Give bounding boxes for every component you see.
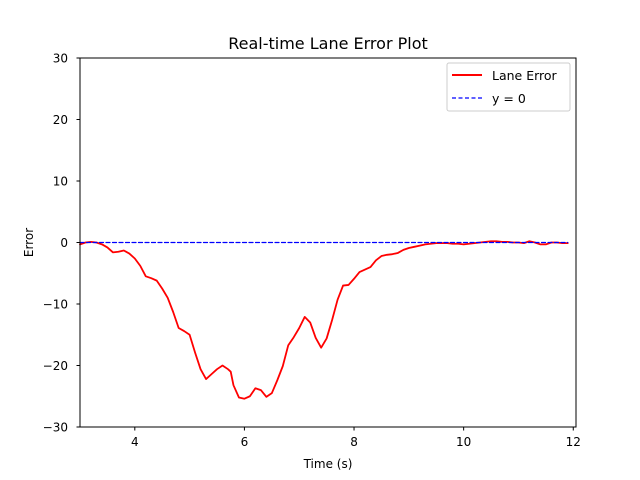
series-layer	[79, 240, 569, 400]
x-tick-label-4: 12	[566, 435, 581, 449]
y-tick-label-1: −20	[43, 359, 68, 373]
series-line-lane-error	[79, 240, 569, 400]
x-tick-label-1: 6	[241, 435, 249, 449]
x-axis-label: Time (s)	[303, 457, 353, 471]
x-tick-label-2: 8	[350, 435, 358, 449]
legend: Lane Error y = 0	[446, 62, 571, 112]
y-tick-label-6: 30	[53, 52, 68, 66]
y-tick-label-0: −30	[43, 421, 68, 435]
legend-baseline-label: y = 0	[492, 91, 526, 106]
y-axis-label: Error	[22, 228, 36, 257]
x-tick-label-0: 4	[131, 435, 139, 449]
y-tick-label-4: 10	[53, 175, 68, 189]
y-axis-ticks: −30 −20 −10 0 10 20 30	[43, 52, 80, 435]
plot-area-frame	[79, 57, 577, 428]
y-tick-label-5: 20	[53, 113, 68, 127]
x-axis-ticks: 4 6 8 10 12	[131, 427, 581, 449]
chart-title: Real-time Lane Error Plot	[228, 34, 428, 53]
legend-lane-error-label: Lane Error	[492, 68, 558, 83]
y-tick-label-2: −10	[43, 298, 68, 312]
x-tick-label-3: 10	[456, 435, 471, 449]
y-tick-label-3: 0	[60, 236, 68, 250]
